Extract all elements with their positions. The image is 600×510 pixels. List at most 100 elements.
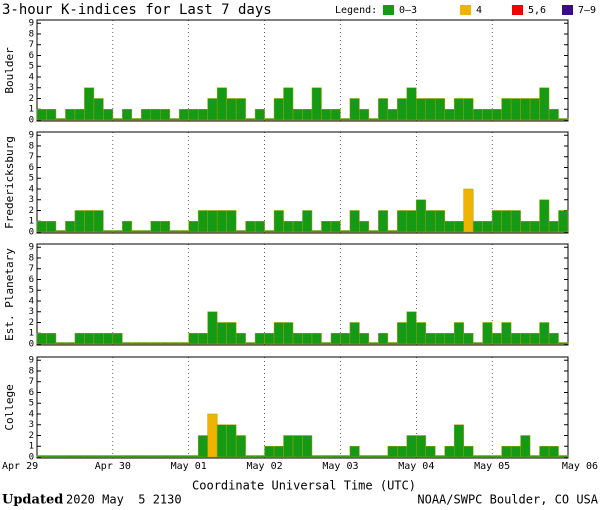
bar <box>548 332 559 345</box>
bar <box>501 445 512 458</box>
y-tick-label: 6 <box>29 388 34 398</box>
bar <box>340 118 351 121</box>
bar <box>311 332 322 345</box>
bar <box>264 332 275 345</box>
bar <box>160 342 170 345</box>
bar <box>453 220 464 233</box>
bar <box>510 332 521 345</box>
x-tick-label: Apr 30 <box>95 461 131 472</box>
bar <box>93 98 104 121</box>
bar <box>435 455 445 458</box>
bar <box>197 108 208 121</box>
bar <box>112 455 123 458</box>
x-tick-label: May 02 <box>247 461 283 472</box>
bar <box>283 322 294 345</box>
bar <box>273 445 284 458</box>
bar <box>520 332 531 345</box>
bar <box>254 455 265 458</box>
y-tick-label: 0 <box>29 228 34 238</box>
bar <box>397 210 408 233</box>
bar <box>103 108 114 121</box>
bar <box>425 98 436 121</box>
bar <box>397 98 408 121</box>
bar <box>283 435 294 458</box>
bar <box>330 332 341 345</box>
y-tick-label: 1 <box>29 442 34 452</box>
legend-swatch <box>460 5 471 15</box>
bar <box>178 230 189 233</box>
bar <box>93 332 104 345</box>
y-tick-label: 6 <box>29 51 34 61</box>
bar <box>330 220 341 233</box>
bar <box>435 210 445 233</box>
bar <box>359 332 370 345</box>
bar <box>491 332 502 345</box>
bar <box>273 210 284 233</box>
bar <box>131 230 142 233</box>
bar <box>103 332 114 345</box>
bar <box>378 210 389 233</box>
bar <box>264 445 275 458</box>
bar <box>359 108 370 121</box>
bar <box>425 210 436 233</box>
bar <box>387 230 398 233</box>
bar <box>216 87 227 121</box>
bar <box>416 98 427 121</box>
bar <box>254 220 265 233</box>
bar <box>264 118 275 121</box>
bar <box>197 435 208 458</box>
bar <box>254 108 265 121</box>
bar <box>558 118 569 121</box>
legend-swatch <box>512 5 523 15</box>
bar <box>150 455 161 458</box>
bar <box>387 445 398 458</box>
chart-title: 3-hour K-indices for Last 7 days <box>2 2 272 18</box>
bar <box>141 342 152 345</box>
y-tick-label: 8 <box>29 366 34 376</box>
bar <box>529 455 540 458</box>
bar <box>463 98 474 121</box>
bar <box>65 342 76 345</box>
bar <box>491 210 502 233</box>
y-axis-label: Boulder <box>3 47 16 94</box>
bar <box>55 455 66 458</box>
y-tick-label: 0 <box>29 453 34 463</box>
bar <box>141 455 152 458</box>
bar <box>311 455 322 458</box>
bar <box>406 87 417 121</box>
bar <box>112 118 123 121</box>
bar <box>387 342 398 345</box>
bar <box>368 230 379 233</box>
bar <box>444 108 455 121</box>
bar <box>55 230 66 233</box>
bar <box>226 424 237 458</box>
bar <box>188 455 199 458</box>
bar <box>226 98 237 121</box>
bar <box>235 230 246 233</box>
bar <box>36 108 47 121</box>
bar <box>55 118 66 121</box>
bar <box>188 332 199 345</box>
y-tick-label: 8 <box>29 29 34 39</box>
bar <box>65 220 76 233</box>
bar <box>188 220 199 233</box>
y-tick-label: 5 <box>29 399 34 409</box>
bar <box>359 220 370 233</box>
bar <box>359 455 370 458</box>
bar <box>539 445 550 458</box>
bar <box>112 332 123 345</box>
bar <box>416 435 427 458</box>
y-tick-label: 4 <box>29 296 34 306</box>
bar <box>302 435 313 458</box>
bar <box>74 210 85 233</box>
bar <box>491 455 502 458</box>
y-tick-label: 4 <box>29 409 34 419</box>
bar <box>501 98 512 121</box>
bar <box>245 118 256 121</box>
bar <box>103 455 114 458</box>
bar <box>539 87 550 121</box>
y-tick-label: 3 <box>29 420 34 430</box>
bar <box>501 322 512 345</box>
y-tick-label: 9 <box>29 131 34 141</box>
bar <box>453 322 464 345</box>
